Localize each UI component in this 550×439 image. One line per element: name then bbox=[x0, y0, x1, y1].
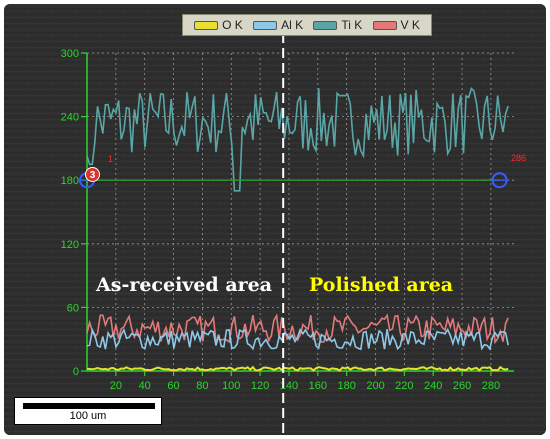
legend-item-ti: Ti K bbox=[313, 18, 362, 32]
series-line-o-k bbox=[86, 365, 509, 372]
marker-start-label: 1 bbox=[108, 154, 114, 164]
y-tick-label-0: 0 bbox=[73, 366, 79, 378]
x-tick-label-120: 120 bbox=[251, 380, 269, 392]
x-tick-label-160: 160 bbox=[309, 380, 327, 392]
y-tick-label-60: 60 bbox=[67, 302, 79, 314]
x-tick-label-100: 100 bbox=[222, 380, 240, 392]
scale-bar: 100 um bbox=[14, 397, 162, 425]
micrograph-frame: 0 60 120 180 240 300 20 40 60 80 100 120 140 160 180 20… bbox=[4, 4, 546, 435]
polished-label: Polished area bbox=[309, 274, 454, 296]
series-group bbox=[86, 86, 509, 372]
x-tick-label-200: 200 bbox=[366, 380, 384, 392]
x-tick-label-80: 80 bbox=[196, 380, 208, 392]
x-tick-label-220: 220 bbox=[395, 380, 413, 392]
series-line-v-k bbox=[86, 313, 509, 345]
x-tick-label-280: 280 bbox=[482, 380, 500, 392]
x-tick-label-240: 240 bbox=[424, 380, 442, 392]
legend-swatch-ti bbox=[313, 20, 338, 30]
linescan-chart: 0 60 120 180 240 300 20 40 60 80 100 120 140 160 180 20… bbox=[4, 4, 546, 435]
x-tick-label-20: 20 bbox=[110, 380, 122, 392]
x-tick-label-140: 140 bbox=[280, 380, 298, 392]
legend-item-al: Al K bbox=[253, 18, 303, 32]
legend-item-o: O K bbox=[194, 18, 243, 32]
marker-badge: 3 bbox=[85, 167, 100, 182]
x-tick-label-180: 180 bbox=[337, 380, 355, 392]
legend-swatch-v bbox=[372, 20, 397, 30]
scale-bar-label: 100 um bbox=[69, 410, 107, 422]
legend-label-o: O K bbox=[222, 18, 243, 32]
legend-label-v: V K bbox=[400, 18, 420, 32]
series-line-ti-k bbox=[86, 86, 509, 192]
series-line-al-k bbox=[86, 327, 509, 351]
as-received-label: As-received area bbox=[96, 274, 273, 296]
y-tick-label-120: 120 bbox=[61, 239, 79, 251]
legend-swatch-al bbox=[253, 20, 278, 30]
scale-bar-line bbox=[23, 403, 155, 409]
y-tick-label-240: 240 bbox=[61, 112, 79, 124]
legend-item-v: V K bbox=[372, 18, 420, 32]
y-tick-label-180: 180 bbox=[61, 175, 79, 187]
x-tick-label-260: 260 bbox=[453, 380, 471, 392]
marker-end-label: 286 bbox=[511, 153, 527, 163]
legend-label-ti: Ti K bbox=[341, 18, 363, 32]
x-tick-label-40: 40 bbox=[139, 380, 151, 392]
x-tick-label-60: 60 bbox=[167, 380, 179, 392]
legend: O K Al K Ti K V K bbox=[182, 14, 432, 36]
sem-background bbox=[4, 4, 546, 435]
legend-label-al: Al K bbox=[281, 18, 304, 32]
y-tick-label-300: 300 bbox=[61, 48, 79, 60]
legend-swatch-o bbox=[194, 20, 219, 30]
